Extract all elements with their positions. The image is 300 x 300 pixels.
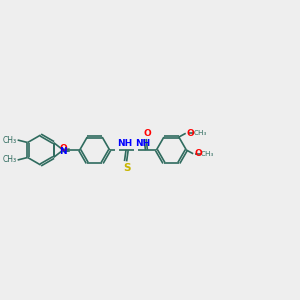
Text: NH: NH	[117, 139, 132, 148]
Text: O: O	[187, 129, 194, 138]
Text: S: S	[124, 164, 131, 173]
Text: CH₃: CH₃	[3, 136, 17, 145]
Text: O: O	[194, 149, 202, 158]
Text: O: O	[143, 128, 151, 137]
Text: CH₃: CH₃	[194, 130, 207, 136]
Text: NH: NH	[135, 139, 151, 148]
Text: CH₃: CH₃	[201, 151, 214, 157]
Text: N: N	[59, 147, 67, 156]
Text: O: O	[59, 144, 67, 153]
Text: CH₃: CH₃	[3, 155, 17, 164]
